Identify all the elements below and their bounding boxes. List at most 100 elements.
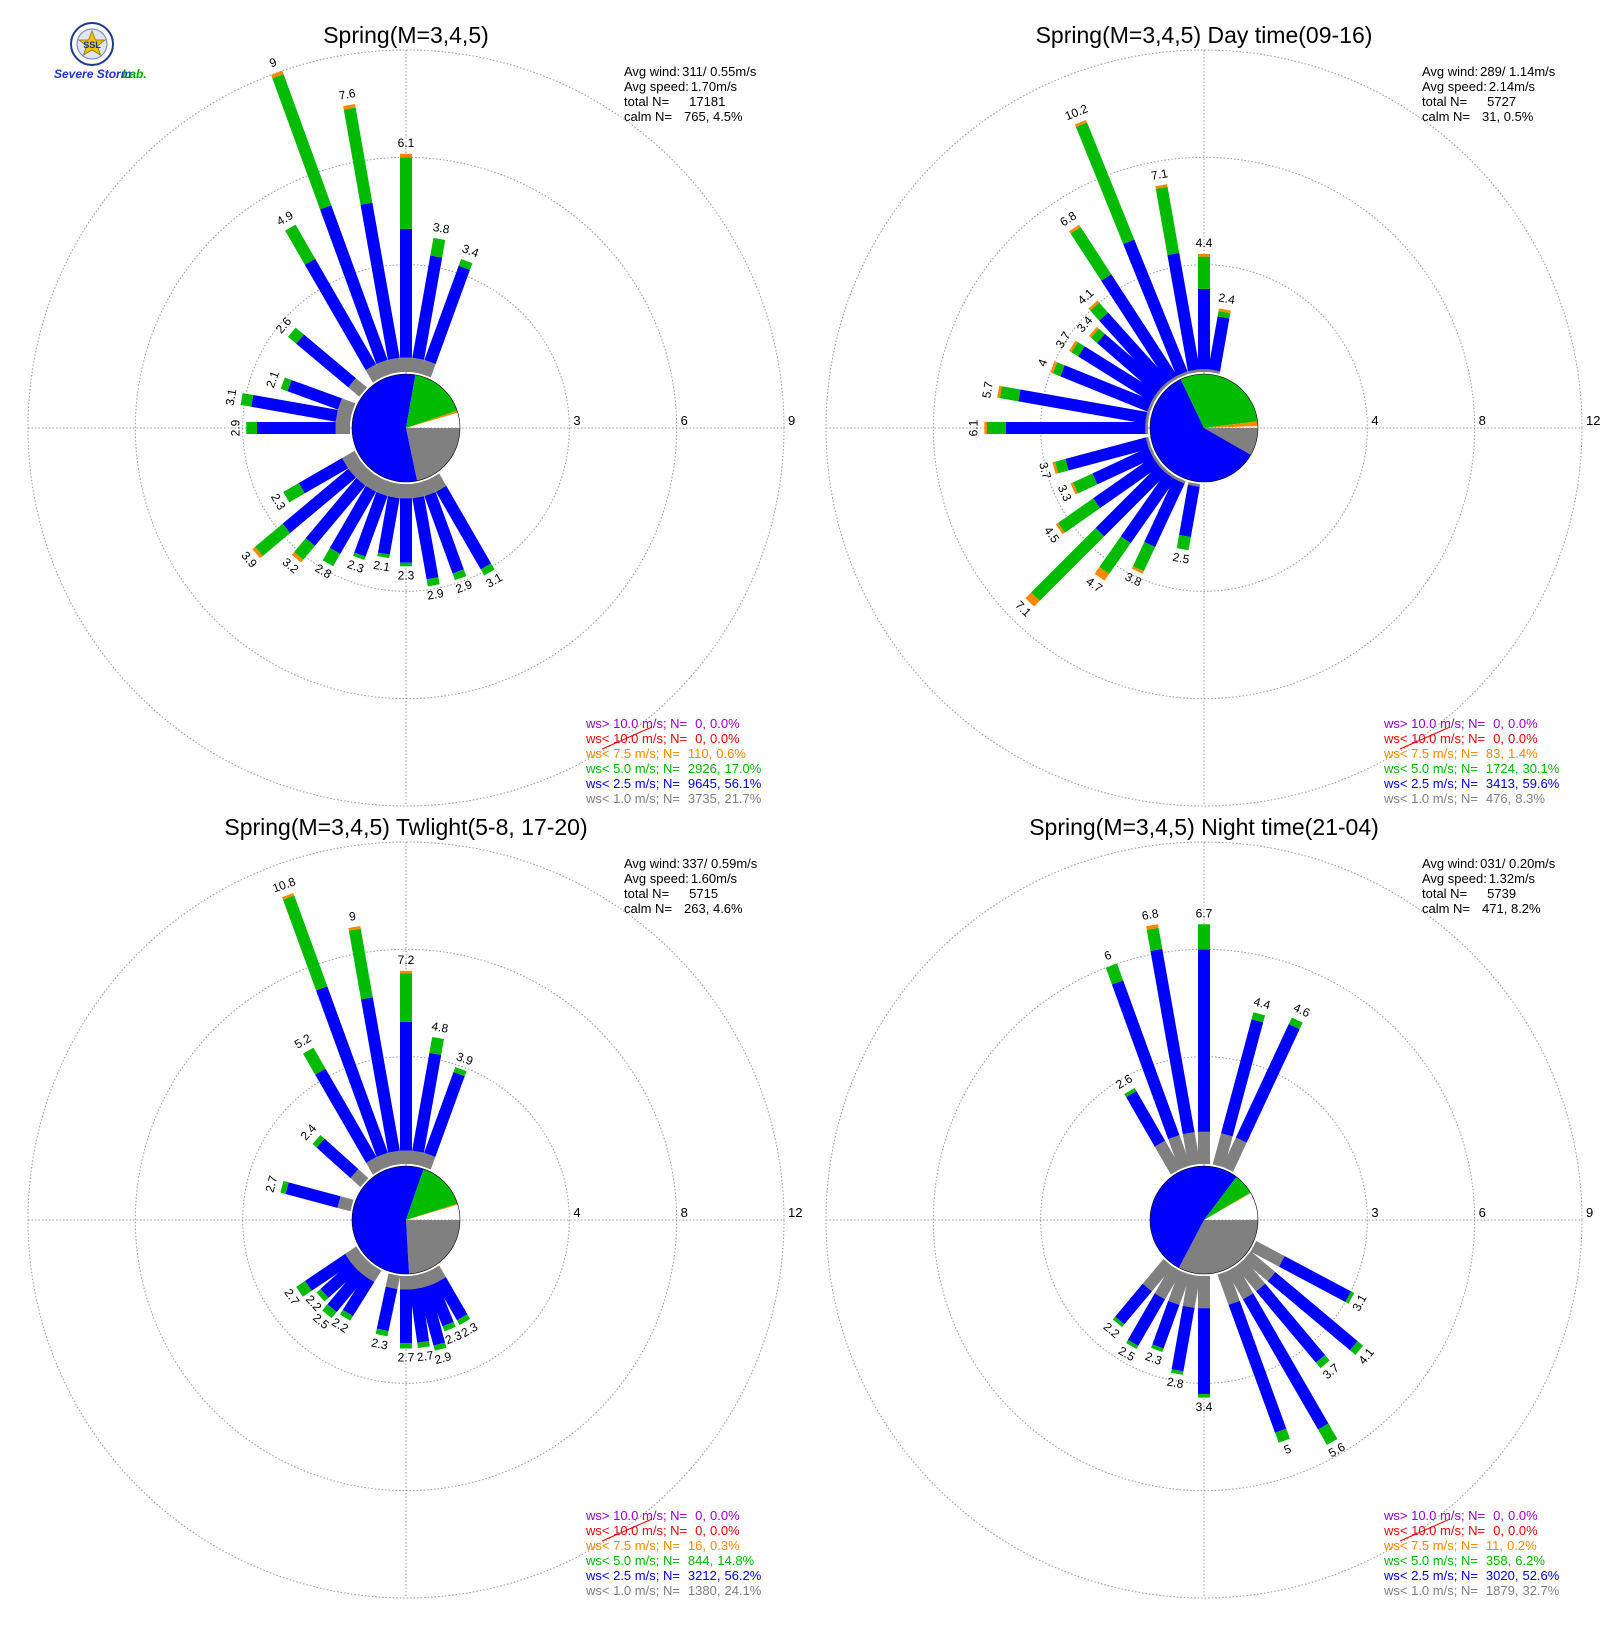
legend-sep: , — [717, 1583, 721, 1598]
calm-slice-lt25 — [1149, 1165, 1237, 1268]
legend-count: 0 — [695, 716, 702, 731]
legend-entry-lt1: ws< 1.0 m/s; N= 1879, 32.7% — [1383, 1583, 1560, 1598]
bar-segment-lt25 — [435, 485, 492, 570]
stat-total: total N= 5739 — [1422, 886, 1516, 901]
wind-bar — [1198, 253, 1210, 372]
bar-segment-lt1 — [1145, 411, 1150, 425]
legend-label: ws> 10.0 m/s; N= — [585, 716, 687, 731]
legend-sep: , — [1508, 1553, 1512, 1568]
legend-label: ws< 7.5 m/s; N= — [1383, 746, 1478, 761]
bar-segment-lt5 — [1146, 927, 1163, 951]
bar-segment-lt75 — [997, 385, 1002, 399]
bar-segment-lt75 — [348, 925, 361, 931]
wind-bar — [375, 1273, 401, 1337]
bar-segment-lt75 — [1198, 253, 1210, 257]
bar-segment-lt5 — [285, 224, 316, 265]
stat-label: Avg speed: — [624, 871, 689, 886]
wind-bar — [240, 393, 352, 425]
bar-segment-lt5 — [280, 377, 292, 392]
bar-segment-lt25 — [298, 457, 349, 494]
bar-segment-lt25 — [426, 1282, 454, 1327]
legend-pct: 0.0% — [710, 716, 740, 731]
bar-segment-lt1 — [345, 1246, 363, 1264]
wind-bar — [282, 893, 393, 1170]
bar-segment-lt1 — [385, 1273, 401, 1290]
ring-label: 4 — [573, 1205, 580, 1220]
stat-avg-speed: Avg speed: 1.70m/s — [624, 79, 738, 94]
stat-label: total N= — [624, 886, 669, 901]
legend-label: ws< 10.0 m/s; N= — [585, 731, 687, 746]
stat-value: 471, 8.2% — [1482, 901, 1541, 916]
legend-entry-lt1: ws< 1.0 m/s; N= 476, 8.3% — [1383, 791, 1545, 806]
panel-title: Spring(M=3,4,5) Day time(09-16) — [1036, 22, 1373, 48]
bar-segment-lt25 — [360, 202, 400, 360]
bar-segment-lt1 — [376, 359, 393, 378]
bar-label: 3.8 — [1123, 570, 1144, 590]
legend-pct: 0.3% — [710, 1538, 740, 1553]
stat-total: total N= 5727 — [1422, 94, 1516, 109]
legend-entry-lt5: ws< 5.0 m/s; N= 844, 14.8% — [585, 1553, 755, 1568]
stat-avg-wind: Avg wind: 031/ 0.20m/s — [1422, 856, 1556, 871]
legend-sep: , — [1500, 716, 1504, 731]
stat-label: total N= — [1422, 886, 1467, 901]
stat-avg-wind: Avg wind: 311/ 0.55m/s — [624, 64, 757, 79]
bar-label: 3.9 — [454, 1049, 475, 1068]
bar-segment-lt1 — [1198, 1131, 1210, 1164]
legend-count: 3413 — [1486, 776, 1515, 791]
bar-segment-lt5 — [1105, 963, 1124, 985]
wind-bar — [280, 1180, 354, 1212]
bar-segment-lt1 — [419, 478, 436, 497]
bar-segment-lt5 — [1288, 1017, 1303, 1030]
bar-segment-lt1 — [348, 378, 367, 397]
ring-label: 8 — [1479, 413, 1486, 428]
bar-segment-lt25 — [400, 1289, 412, 1344]
bar-segment-lt1 — [400, 484, 412, 499]
bar-label: 3.7 — [1053, 329, 1074, 351]
bar-segment-lt25 — [315, 1068, 377, 1163]
legend-sep: , — [717, 791, 721, 806]
bar-segment-lt5 — [312, 1134, 325, 1148]
legend-pct: 30.1% — [1522, 761, 1559, 776]
legend-count: 1879 — [1486, 1583, 1515, 1598]
bar-segment-lt1 — [1168, 1270, 1191, 1305]
calm-slice-lt1 — [1204, 428, 1258, 455]
legend-sep: , — [1515, 776, 1519, 791]
stat-label: Avg wind: — [1422, 856, 1478, 871]
wind-bar — [1124, 1087, 1182, 1175]
bar-segment-lt5 — [442, 1321, 456, 1332]
legend-label: ws< 7.5 m/s; N= — [585, 746, 680, 761]
legend-label: ws< 7.5 m/s; N= — [585, 1538, 680, 1553]
bar-segment-lt1 — [348, 459, 367, 478]
legend-entry-lt25: ws< 2.5 m/s; N= 3212, 56.2% — [585, 1568, 762, 1583]
bar-segment-lt75 — [1218, 308, 1231, 314]
ring-12 — [825, 49, 1583, 807]
bar-segment-lt25 — [1120, 472, 1176, 544]
bar-segment-lt25 — [424, 1072, 465, 1157]
bar-segment-lt25 — [400, 1021, 412, 1151]
bar-segment-lt75 — [271, 70, 284, 79]
legend-pct: 24.1% — [724, 1583, 761, 1598]
bar-segment-lt5 — [296, 1280, 312, 1297]
bar-segment-lt75 — [343, 104, 356, 110]
legend-entry-gt10: ws> 10.0 m/s; N= 0, 0.0% — [1383, 1508, 1538, 1523]
wind-bar — [271, 70, 393, 378]
bar-segment-lt75 — [1050, 361, 1058, 374]
bar-segment-lt1 — [400, 1276, 412, 1290]
bar-segment-lt25 — [376, 1286, 398, 1332]
panel-title: Spring(M=3,4,5) Night time(21-04) — [1029, 814, 1379, 840]
stat-label: total N= — [624, 94, 669, 109]
bar-segment-lt5 — [1345, 1291, 1355, 1304]
bar-label: 2.6 — [1113, 1071, 1135, 1092]
bar-segment-lt25 — [424, 492, 464, 574]
ring-label: 12 — [788, 1205, 802, 1220]
bar-segment-lt1 — [1182, 1132, 1201, 1166]
bar-segment-lt5 — [1090, 328, 1105, 343]
legend-label: ws< 2.5 m/s; N= — [585, 1568, 680, 1583]
stat-label: calm N= — [624, 901, 672, 916]
bar-segment-lt1 — [1198, 369, 1210, 372]
calm-slice-lt5 — [406, 374, 458, 428]
legend-count: 358 — [1486, 1553, 1508, 1568]
bar-segment-lt25 — [1111, 980, 1180, 1140]
legend-count: 0 — [1493, 716, 1500, 731]
bar-segment-lt75 — [1155, 184, 1168, 189]
